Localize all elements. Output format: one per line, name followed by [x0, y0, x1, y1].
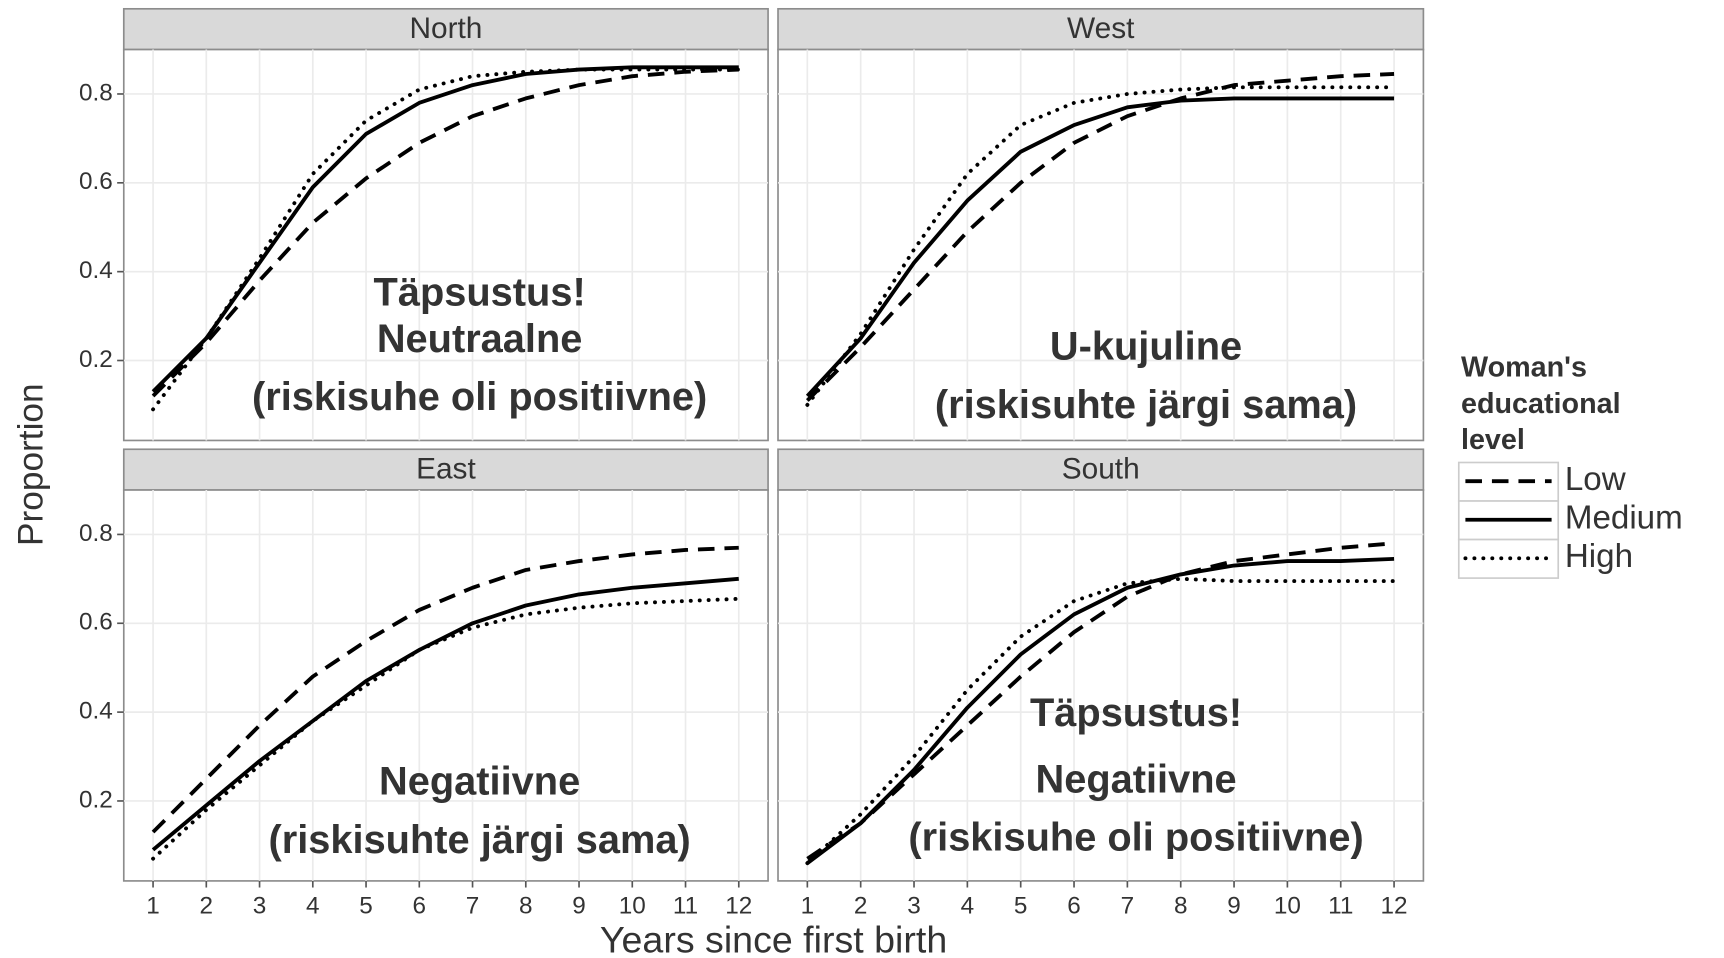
series-line: [151, 545, 739, 834]
x-tick-label: 1: [146, 893, 160, 920]
y-tick-label: 0.4: [79, 257, 113, 284]
panel-title: South: [1062, 453, 1140, 486]
series-line: [805, 72, 1395, 402]
x-tick-label: 9: [1227, 893, 1241, 920]
annotation: Neutraalne: [377, 317, 583, 361]
x-tick-label: 2: [854, 893, 868, 920]
x-tick-label: 10: [1274, 893, 1301, 920]
series-line: [805, 576, 1396, 866]
plot-area: [777, 489, 1425, 882]
x-tick-label: 7: [466, 893, 480, 920]
annotation: (riskisuhte järgi sama): [935, 383, 1357, 427]
legend-label: Medium: [1565, 500, 1683, 537]
x-tick-label: 2: [200, 893, 214, 920]
x-tick-label: 3: [907, 893, 921, 920]
legend-label: Low: [1565, 461, 1626, 498]
strip: [122, 448, 769, 491]
annotation: Negatiivne: [1035, 757, 1236, 801]
annotation: Täpsustus!: [374, 271, 586, 315]
x-tick-label: 1: [801, 893, 815, 920]
x-tick-label: 4: [961, 893, 975, 920]
x-tick-label: 11: [1328, 893, 1353, 920]
legend-label: High: [1565, 538, 1633, 575]
strip: [122, 7, 769, 51]
legend-title: educational: [1461, 388, 1621, 420]
annotation: (riskisuhe oli positiivne): [908, 816, 1363, 860]
x-tick-label: 4: [306, 893, 320, 920]
annotation: U-kujuline: [1050, 325, 1242, 369]
panel-title: North: [409, 12, 482, 45]
legend-title: level: [1461, 424, 1525, 456]
x-tick-label: 10: [619, 893, 646, 920]
series-line: [806, 556, 1395, 865]
plot-area: [777, 48, 1425, 442]
series-line: [151, 67, 741, 412]
y-tick-label: 0.2: [79, 786, 113, 813]
annotation: Täpsustus!: [1030, 691, 1242, 735]
series-line: [805, 85, 1396, 407]
x-tick-label: 6: [413, 893, 427, 920]
x-tick-label: 12: [725, 893, 752, 920]
x-tick-label: 3: [253, 893, 267, 920]
x-tick-label: 5: [1014, 893, 1028, 920]
y-tick-label: 0.8: [79, 79, 113, 106]
x-tick-label: 5: [359, 893, 373, 920]
panel-title: East: [416, 453, 476, 486]
y-tick-label: 0.6: [79, 168, 113, 195]
series-line: [151, 65, 739, 393]
x-tick-label: 9: [572, 893, 586, 920]
x-tick-label: 7: [1121, 893, 1135, 920]
x-tick-label: 8: [519, 893, 533, 920]
y-axis-title: Proportion: [11, 383, 50, 546]
y-tick-label: 0.8: [79, 520, 113, 547]
x-tick-label: 6: [1067, 893, 1081, 920]
series-line: [151, 67, 739, 398]
series-line: [806, 541, 1395, 861]
series-line: [151, 596, 741, 861]
panel-title: West: [1067, 12, 1135, 45]
x-axis-title: Years since first birth: [600, 919, 947, 958]
x-tick-label: 8: [1174, 893, 1188, 920]
y-tick-label: 0.2: [79, 346, 113, 373]
strip: [777, 7, 1425, 51]
x-tick-label: 12: [1381, 893, 1408, 920]
plot-area: [122, 489, 769, 882]
y-tick-label: 0.6: [79, 609, 113, 636]
annotation: Negatiivne: [379, 760, 580, 804]
plot-area: [122, 48, 769, 442]
y-tick-label: 0.4: [79, 698, 113, 725]
annotation: (riskisuhte järgi sama): [269, 818, 691, 862]
annotation: (riskisuhe oli positiivne): [252, 375, 707, 419]
x-tick-label: 11: [673, 893, 698, 920]
legend-title: Woman's: [1461, 351, 1587, 383]
series-line: [805, 96, 1395, 398]
series-line: [151, 576, 739, 852]
